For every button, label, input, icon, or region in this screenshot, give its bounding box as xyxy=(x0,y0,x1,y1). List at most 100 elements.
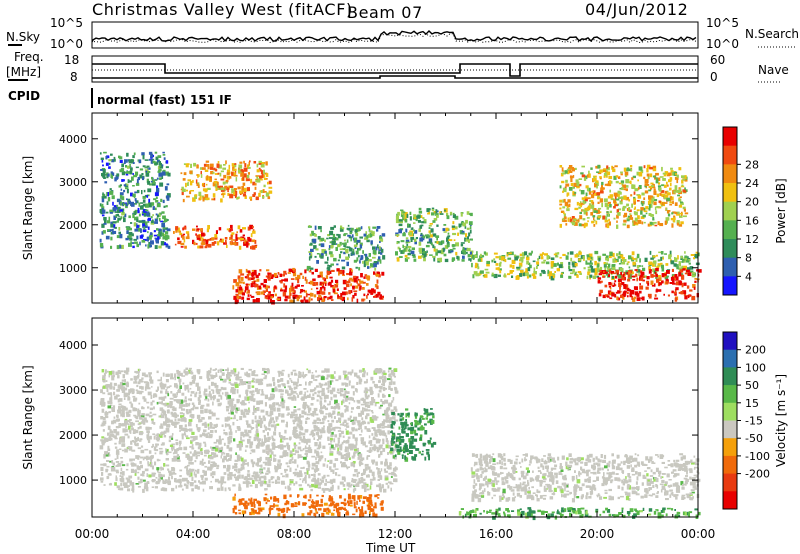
scatter-cell xyxy=(102,375,106,380)
scatter-cell xyxy=(142,220,146,224)
scatter-cell xyxy=(252,225,254,229)
scatter-cell xyxy=(578,178,583,180)
scatter-cell xyxy=(312,393,315,396)
scatter-cell xyxy=(109,212,113,214)
scatter-cell xyxy=(628,266,631,269)
scatter-cell xyxy=(357,456,361,460)
scatter-cell xyxy=(148,474,152,478)
scatter-cell xyxy=(187,403,190,407)
scatter-cell xyxy=(370,376,374,381)
scatter-cell xyxy=(151,219,154,222)
scatter-cell xyxy=(679,188,682,193)
scatter-cell xyxy=(284,295,289,299)
scatter-cell xyxy=(436,236,438,241)
scatter-cell xyxy=(680,202,684,205)
scatter-cell xyxy=(160,376,162,381)
scatter-cell xyxy=(464,237,466,242)
scatter-cell xyxy=(561,180,565,184)
scatter-cell xyxy=(483,274,488,278)
scatter-cell xyxy=(317,390,320,394)
scatter-cell xyxy=(212,193,216,198)
scatter-cell xyxy=(330,263,334,266)
scatter-cell xyxy=(294,373,298,376)
scatter-cell xyxy=(222,167,226,170)
scatter-cell xyxy=(162,397,165,401)
scatter-cell xyxy=(150,216,153,219)
scatter-cell xyxy=(289,378,292,380)
scatter-cell xyxy=(330,374,334,379)
scatter-cell xyxy=(198,419,201,423)
scatter-cell xyxy=(371,233,375,237)
scatter-cell xyxy=(646,168,649,173)
scatter-cell xyxy=(190,436,194,439)
scatter-cell xyxy=(201,417,205,420)
scatter-cell xyxy=(612,168,616,173)
scatter-cell xyxy=(651,196,655,200)
scatter-cell xyxy=(650,257,654,260)
scatter-cell xyxy=(354,437,358,442)
scatter-cell xyxy=(158,401,161,404)
scatter-cell xyxy=(226,244,228,248)
scatter-cell xyxy=(232,465,234,469)
scatter-cell xyxy=(602,215,606,220)
scatter-cell xyxy=(552,275,555,279)
scatter-cell xyxy=(365,260,368,265)
scatter-cell xyxy=(248,407,250,412)
scatter-cell xyxy=(636,297,641,301)
scatter-cell xyxy=(187,389,190,392)
scatter-cell xyxy=(633,191,636,195)
scatter-cell xyxy=(330,469,333,473)
scatter-cell xyxy=(263,417,266,422)
scatter-cell xyxy=(650,274,654,278)
scatter-cell xyxy=(116,454,119,460)
scatter-cell xyxy=(248,436,252,439)
scatter-cell xyxy=(328,265,332,268)
scatter-cell xyxy=(163,205,166,208)
scatter-cell xyxy=(460,243,464,247)
scatter-cell xyxy=(134,473,137,476)
scatter-cell xyxy=(151,420,154,424)
scatter-cell xyxy=(273,289,275,293)
scatter-cell xyxy=(298,384,302,386)
scatter-cell xyxy=(211,237,215,241)
scatter-cell xyxy=(666,210,670,214)
scatter-cell xyxy=(115,431,120,436)
scatter-cell xyxy=(168,439,172,443)
scatter-cell xyxy=(280,287,283,290)
scatter-cell xyxy=(649,221,653,225)
scatter-cell xyxy=(686,285,690,289)
scatter-cell xyxy=(128,231,133,236)
scatter-cell xyxy=(364,487,367,493)
scatter-cell xyxy=(655,289,658,293)
scatter-cell xyxy=(111,172,115,176)
scatter-cell xyxy=(540,256,544,260)
scatter-cell xyxy=(214,478,219,483)
scatter-cell xyxy=(208,460,211,464)
scatter-cell xyxy=(396,241,400,244)
scatter-cell xyxy=(333,427,336,432)
scatter-cell xyxy=(212,401,214,406)
scatter-cell xyxy=(381,401,385,405)
scatter-cell xyxy=(364,467,367,470)
scatter-cell xyxy=(410,250,415,255)
scatter-cell xyxy=(151,180,153,183)
scatter-cell xyxy=(357,279,360,281)
scatter-cell xyxy=(141,377,144,380)
scatter-cell xyxy=(329,466,332,470)
scatter-cell xyxy=(649,250,652,255)
scatter-cell xyxy=(652,200,655,203)
scatter-cell xyxy=(382,413,387,416)
scatter-cell xyxy=(220,446,224,452)
scatter-cell xyxy=(277,272,280,275)
scatter-cell xyxy=(259,169,262,172)
scatter-cell xyxy=(179,430,181,432)
scatter-cell xyxy=(332,286,336,289)
scatter-cell xyxy=(133,375,138,381)
scatter-cell xyxy=(293,428,297,434)
scatter-cell xyxy=(305,420,308,424)
scatter-cell xyxy=(420,224,424,227)
scatter-cell xyxy=(581,223,585,227)
scatter-cell xyxy=(597,171,602,175)
scatter-cell xyxy=(153,393,157,396)
scatter-cell xyxy=(648,204,651,209)
